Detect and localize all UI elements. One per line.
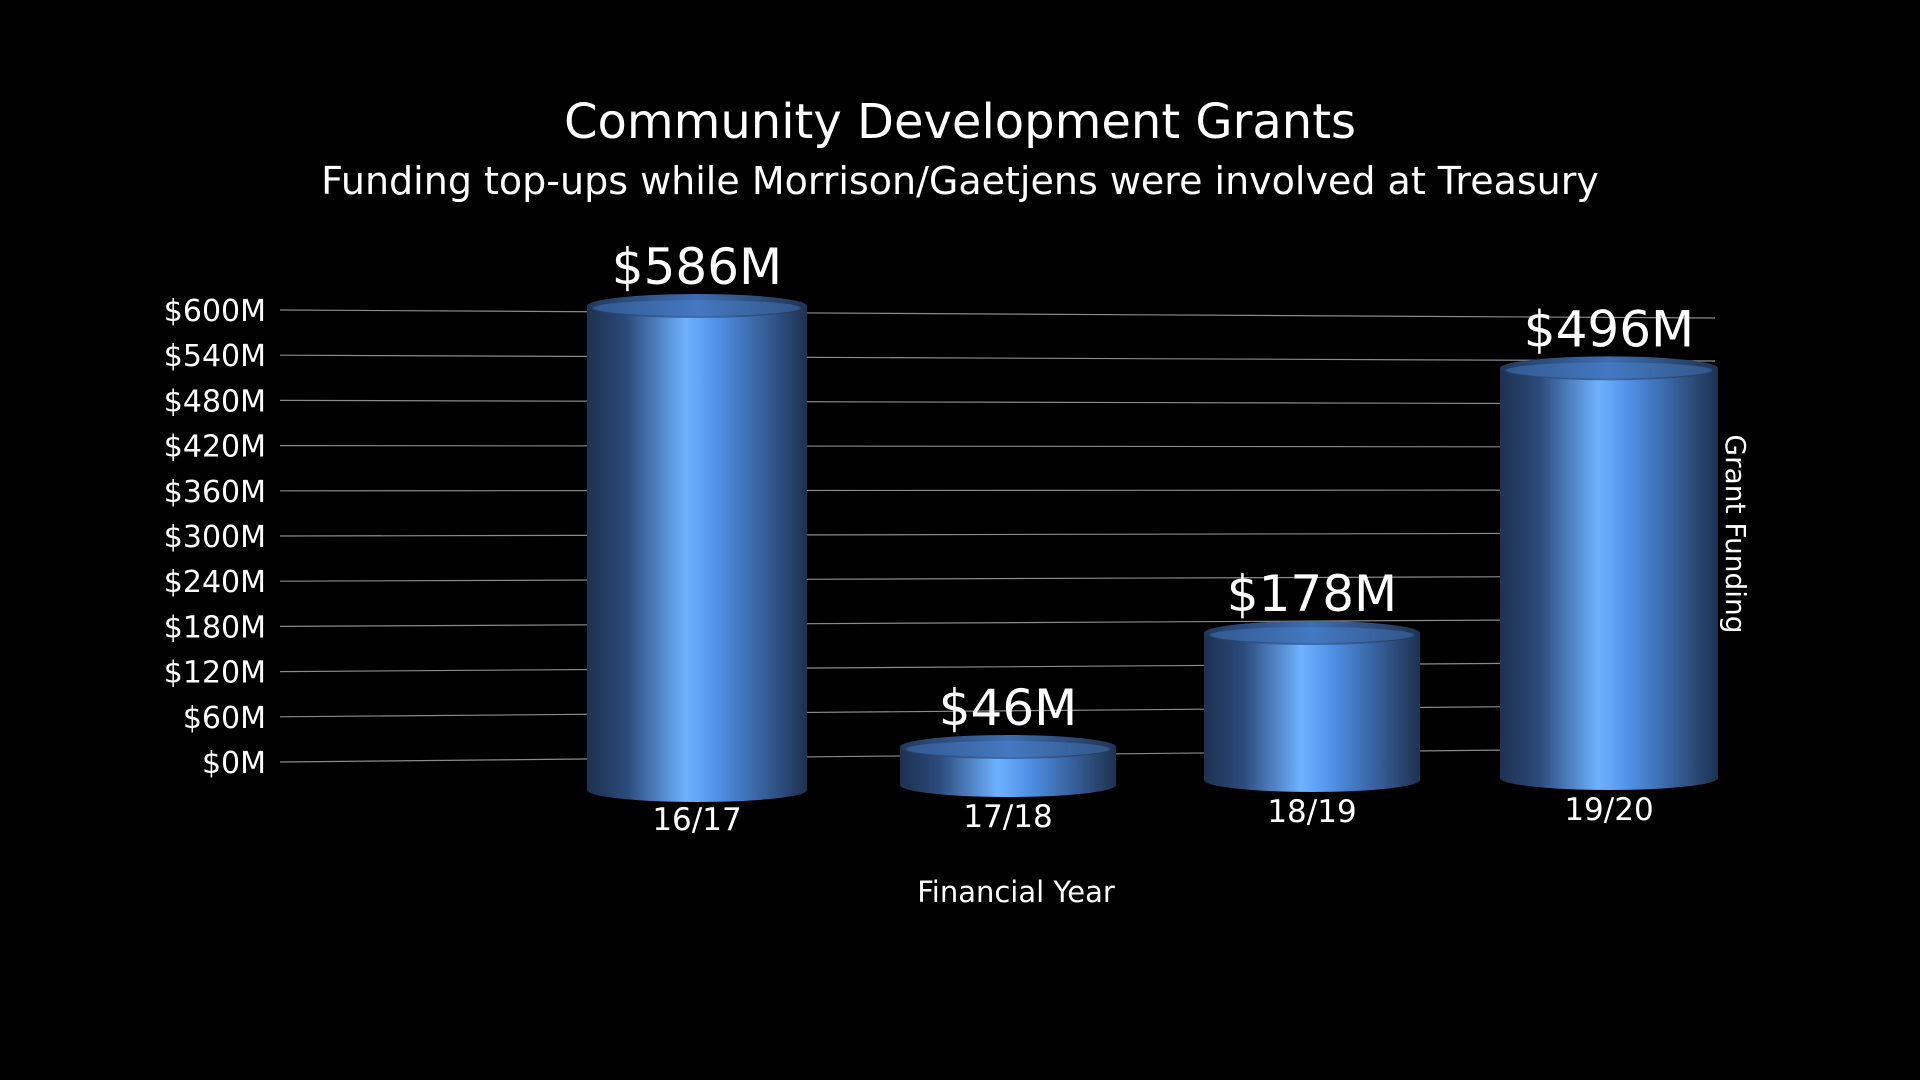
y-axis-title: Grant Funding — [1719, 434, 1752, 634]
gridline — [279, 489, 1716, 492]
bar-cap-highlight — [906, 741, 1110, 758]
gridline — [279, 661, 1716, 673]
y-tick-label: $420M — [164, 430, 266, 465]
gridline — [279, 309, 1716, 319]
bar — [587, 294, 807, 802]
y-tick-label: $300M — [164, 520, 266, 555]
x-tick-label: 18/19 — [1267, 794, 1356, 830]
y-tick-label: $0M — [202, 746, 266, 781]
bar — [900, 735, 1116, 797]
bar-cap — [900, 735, 1116, 760]
bar-body — [1204, 632, 1420, 792]
y-tick-label: $60M — [183, 701, 266, 736]
bar — [1500, 356, 1718, 790]
data-labels: $586M $46M $178M $496M — [612, 238, 1694, 737]
bar — [1204, 620, 1420, 792]
x-axis-categories: 16/17 17/18 18/19 19/20 — [652, 792, 1653, 838]
gridline — [279, 575, 1716, 582]
y-tick-label: $120M — [164, 656, 266, 691]
bar-cap — [587, 294, 807, 318]
data-label: $586M — [612, 238, 782, 296]
y-tick-label: $540M — [164, 339, 266, 374]
x-tick-label: 16/17 — [652, 802, 741, 838]
y-tick-label: $600M — [164, 294, 266, 329]
gridline — [279, 354, 1716, 362]
y-tick-label: $360M — [164, 475, 266, 510]
bars — [587, 294, 1718, 802]
chart-title: Community Development Grants — [563, 94, 1357, 150]
bar-body — [1500, 368, 1718, 790]
bar-cap-highlight — [1506, 362, 1712, 379]
gridline — [279, 532, 1716, 537]
data-label: $496M — [1524, 300, 1694, 358]
bar-body — [900, 747, 1116, 797]
gridline — [279, 445, 1716, 448]
data-label: $178M — [1227, 565, 1397, 623]
bar-cap-highlight — [1210, 626, 1414, 643]
bar-cap — [1204, 620, 1420, 645]
gridlines — [279, 309, 1716, 763]
y-axis-ticks: $0M $60M $120M $180M $240M $300M $360M $420M $48… — [164, 294, 266, 781]
gridline — [279, 704, 1716, 718]
data-label: $46M — [939, 679, 1078, 737]
bar-body — [587, 306, 807, 802]
y-tick-label: $180M — [164, 610, 266, 645]
x-axis-title: Financial Year — [917, 875, 1115, 909]
bar-cap — [1500, 356, 1718, 381]
y-tick-label: $480M — [164, 384, 266, 419]
gridline — [279, 399, 1716, 405]
gridline — [279, 618, 1716, 628]
y-tick-label: $240M — [164, 565, 266, 600]
x-tick-label: 19/20 — [1564, 792, 1653, 828]
x-tick-label: 17/18 — [963, 799, 1052, 835]
chart-subtitle: Funding top-ups while Morrison/Gaetjens … — [321, 159, 1599, 203]
bar-cap-highlight — [593, 300, 801, 316]
